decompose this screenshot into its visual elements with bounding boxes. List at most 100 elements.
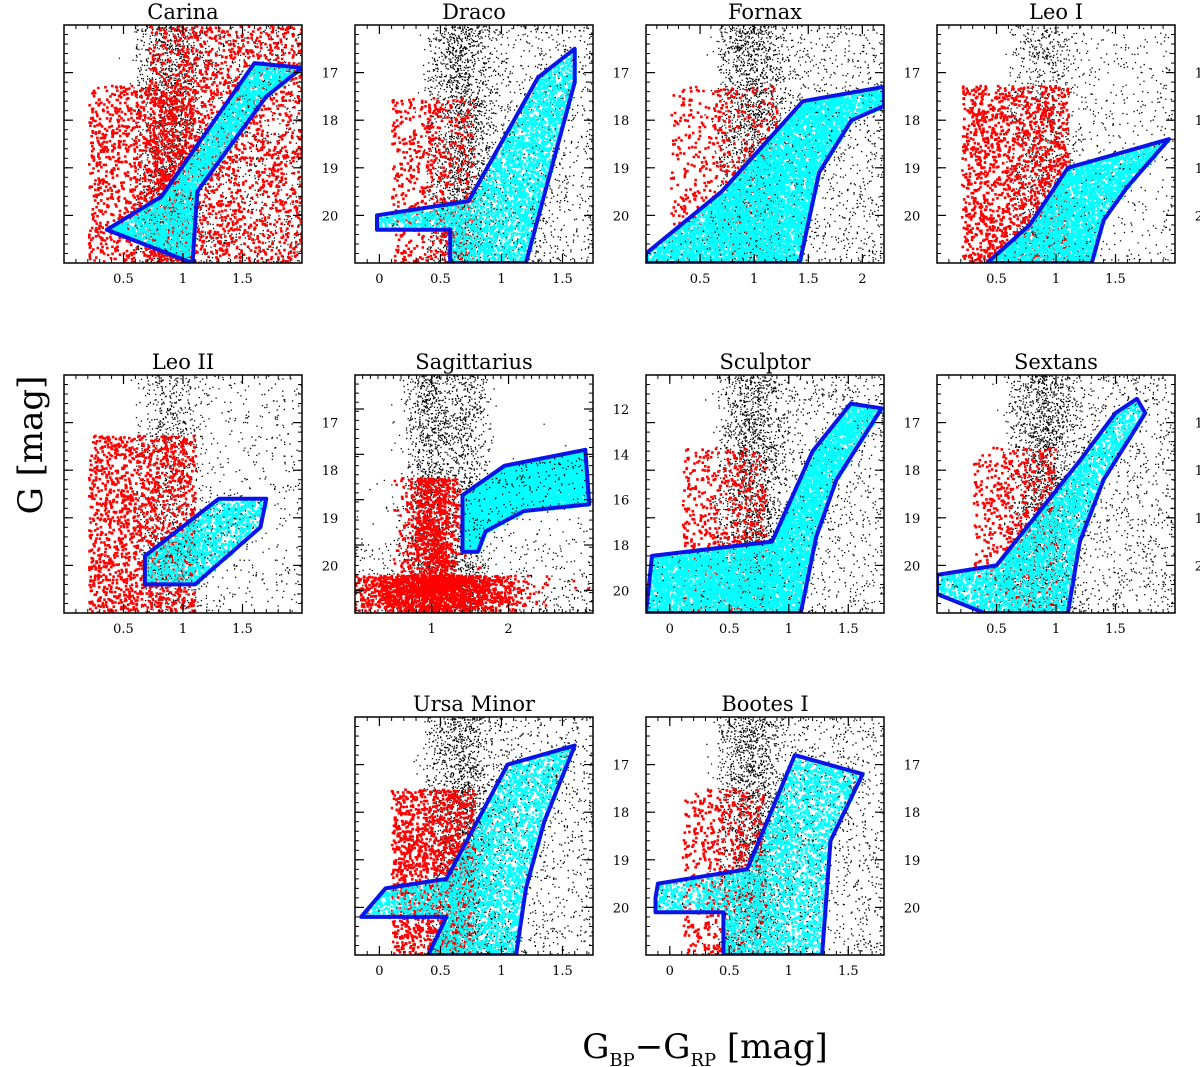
points xyxy=(88,25,305,266)
x-tick-label: 0.5 xyxy=(690,272,711,287)
points xyxy=(646,25,886,266)
panel-title: Leo II xyxy=(152,350,214,374)
x-tick-label: 1.5 xyxy=(232,622,253,637)
x-tick-label: 1 xyxy=(1052,622,1060,637)
y-tick-label: 20 xyxy=(1195,559,1200,574)
y-tick-label: 20 xyxy=(904,209,921,224)
y-tick-label: 19 xyxy=(613,162,630,177)
x-tick-label: 1.5 xyxy=(1105,622,1126,637)
panel-carina: 0.5 1 1.5 17 18 19 20 Carina xyxy=(64,0,338,287)
y-tick-label: 20 xyxy=(322,209,339,224)
panel-title: Sculptor xyxy=(720,350,812,374)
y-tick-label: 18 xyxy=(904,806,921,821)
y-tick-label: 19 xyxy=(904,512,921,527)
y-tick-label: 20 xyxy=(613,901,630,916)
x-tick-label: 1 xyxy=(179,622,187,637)
x-tick-label: 2 xyxy=(504,622,512,637)
x-tick-label: 0.5 xyxy=(986,622,1007,637)
selected-stars xyxy=(648,404,884,615)
x-tick-label: 0.5 xyxy=(113,622,134,637)
selected-stars xyxy=(377,50,577,265)
panel-title: Leo I xyxy=(1029,0,1083,24)
x-tick-label: 1 xyxy=(750,272,758,287)
y-tick-label: 20 xyxy=(613,584,630,599)
y-tick-label: 14 xyxy=(613,448,630,463)
panel-title: Ursa Minor xyxy=(413,692,536,716)
x-tick-label: 2 xyxy=(858,272,866,287)
y-tick-label: 17 xyxy=(904,67,921,82)
x-tick-label: 1.5 xyxy=(1105,272,1126,287)
x-tick-label: 1.5 xyxy=(552,272,573,287)
y-tick-label: 19 xyxy=(322,512,339,527)
y-tick-label: 19 xyxy=(322,162,339,177)
points xyxy=(377,25,594,265)
points xyxy=(656,717,886,957)
y-tick-label: 16 xyxy=(613,494,630,509)
panel-title: Bootes I xyxy=(721,692,808,716)
y-tick-label: 19 xyxy=(613,854,630,869)
y-tick-label: 20 xyxy=(613,209,630,224)
member-stars xyxy=(88,435,198,616)
y-tick-label: 18 xyxy=(1195,114,1200,129)
x-tick-label: 0 xyxy=(375,272,383,287)
panel-fornax: 0.5 1 1.5 2 17 18 19 20 Fornax xyxy=(646,0,920,287)
points xyxy=(88,375,303,615)
y-tick-label: 17 xyxy=(1195,67,1200,82)
y-tick-label: 19 xyxy=(904,162,921,177)
y-tick-label: 18 xyxy=(322,114,339,129)
y-tick-label: 20 xyxy=(904,901,921,916)
x-tick-label: 1 xyxy=(1052,272,1060,287)
panel-sculptor: 0 0.5 1 1.5 17 18 19 20 Sculptor xyxy=(646,350,920,637)
y-tick-label: 19 xyxy=(1195,162,1200,177)
x-tick-label: 1 xyxy=(785,964,793,979)
panel-title: Sagittarius xyxy=(415,350,533,374)
x-tick-label: 0 xyxy=(666,964,674,979)
y-tick-label: 17 xyxy=(1195,417,1200,432)
points xyxy=(937,375,1176,615)
x-tick-label: 1 xyxy=(785,622,793,637)
y-tick-label: 18 xyxy=(613,539,630,554)
panel-bootes-i: 0 0.5 1 1.5 17 18 19 20 Bootes I xyxy=(646,692,920,979)
y-tick-label: 17 xyxy=(904,417,921,432)
points xyxy=(961,25,1176,265)
x-tick-label: 0.5 xyxy=(719,964,740,979)
y-tick-label: 17 xyxy=(904,759,921,774)
x-tick-label: 1.5 xyxy=(838,964,859,979)
y-tick-label: 12 xyxy=(613,403,630,418)
y-tick-label: 17 xyxy=(322,417,339,432)
y-tick-label: 18 xyxy=(613,806,630,821)
x-tick-label: 1.5 xyxy=(232,272,253,287)
panel-title: Fornax xyxy=(728,0,802,24)
y-tick-label: 19 xyxy=(1195,512,1200,527)
x-tick-label: 0.5 xyxy=(719,622,740,637)
x-tick-label: 0 xyxy=(666,622,674,637)
panel-title: Carina xyxy=(147,0,218,24)
y-tick-label: 20 xyxy=(904,559,921,574)
x-tick-label: 0.5 xyxy=(113,272,134,287)
y-tick-label: 17 xyxy=(613,759,630,774)
x-tick-label: 1.5 xyxy=(552,964,573,979)
y-tick-label: 18 xyxy=(904,114,921,129)
y-tick-label: 17 xyxy=(613,67,630,82)
x-tick-label: 1 xyxy=(428,622,436,637)
y-tick-label: 19 xyxy=(904,854,921,869)
x-tick-label: 1.5 xyxy=(798,272,819,287)
x-axis-label: GBP−GRP [mag] xyxy=(582,1027,827,1067)
x-tick-label: 0 xyxy=(375,964,383,979)
x-tick-label: 1.5 xyxy=(838,622,859,637)
panel-title: Draco xyxy=(442,0,506,24)
y-tick-label: 17 xyxy=(322,67,339,82)
y-tick-label: 18 xyxy=(1195,464,1200,479)
points xyxy=(646,375,885,615)
x-tick-label: 1 xyxy=(179,272,187,287)
y-tick-label: 18 xyxy=(904,464,921,479)
x-tick-label: 1 xyxy=(497,964,505,979)
x-tick-label: 1 xyxy=(497,272,505,287)
panel-title: Sextans xyxy=(1014,350,1098,374)
x-tick-label: 0.5 xyxy=(430,272,451,287)
